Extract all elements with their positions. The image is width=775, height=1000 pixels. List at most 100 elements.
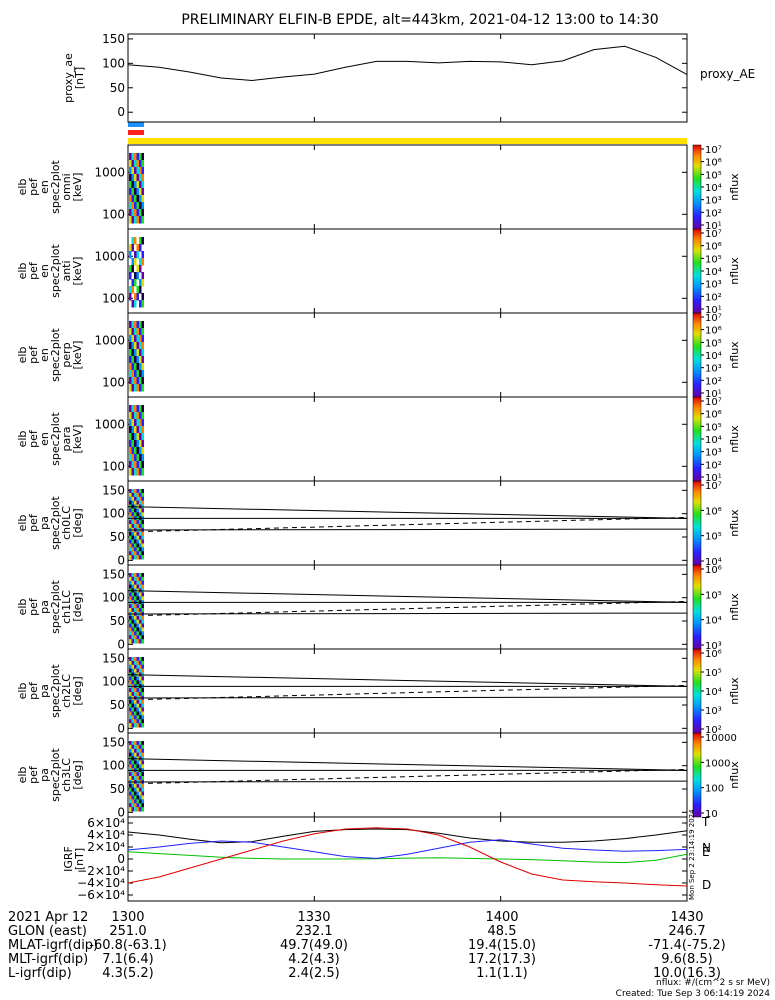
spectrogram-cell [139,454,142,462]
spectrogram-cell [141,454,144,462]
spectrogram-cell [141,279,144,287]
y-tick-label: 150 [102,735,125,749]
spectrogram-cell [139,447,142,455]
spectrogram-cell [134,596,137,601]
ephemeris-value: 2.4(2.5) [288,966,340,981]
spectrogram-cell [139,188,142,196]
spectrogram-cell [136,608,139,613]
y-tick-label: 100 [102,507,125,521]
spectrogram-cell [134,623,137,628]
colorbar-tick-label: 10⁶ [705,242,722,253]
spectrogram-cell [136,791,139,796]
y-axis-label: pef [27,765,40,784]
spectrogram-cell [131,524,134,529]
spectrogram-cell [139,719,142,724]
spectrogram-cell [134,795,137,800]
spectrogram-cell [129,604,132,609]
spectrogram-cell [136,627,139,632]
ephemeris-value: 251.0 [109,924,146,939]
spectrogram-cell [131,680,134,685]
spectrogram-cell [141,349,144,357]
colorbar-tick-label: 10⁷ [705,481,722,492]
y-tick-label: 50 [110,782,125,796]
y-tick-label: 0 [117,805,125,819]
spectrogram-cell [136,405,139,413]
spectrogram-cell [134,692,137,697]
spectrogram-cell [134,711,137,716]
spectrogram-cell [139,496,142,502]
spectrogram-cell [131,657,134,662]
spectrogram-cell [134,627,137,632]
spectrogram-cell [134,174,137,182]
spectrogram-cell [136,584,139,590]
colorbar-tick-label: 10⁴ [705,435,722,446]
spectrogram-cell [129,664,132,670]
colorbar-tick-label: 10⁴ [705,557,722,568]
spectrogram-cell [141,328,144,336]
spectrogram-cell [131,279,134,287]
spectrogram-cell [131,764,134,769]
spectrogram-cell [134,440,137,448]
y-axis-label: pef [27,597,40,616]
spectrogram-cell [139,676,142,681]
spectrogram-cell [141,623,144,628]
spectrogram-cell [136,660,139,666]
spectrogram-cell [131,608,134,613]
spectrogram-cell [129,623,132,628]
spectrogram-cell [129,555,132,560]
colorbar [692,396,702,482]
spectrogram-cell [134,272,137,280]
spectrogram-cell [139,631,142,636]
spectrogram-cell [134,699,137,705]
spectrogram-cell [131,300,134,308]
y-axis-label: [keV] [71,341,84,370]
spectrogram-cell [136,623,139,628]
spectrogram-cell [131,202,134,210]
spectrogram-cell [141,772,144,777]
spectrogram-cell [131,635,134,640]
colorbar-tick-label: 10³ [705,448,722,459]
spectrogram-cell [139,615,142,621]
spectrogram-cell [141,807,144,812]
spectrogram-cell [136,592,139,597]
spectrogram-cell [129,668,132,674]
spectrogram-cell [139,576,142,582]
spectrogram-cell [139,547,142,552]
y-axis-label: elb [16,263,29,280]
spectrogram-cell [136,272,139,280]
spectrogram-cell [129,799,132,804]
spectrogram-cell [129,772,132,777]
spectrogram-cell [129,596,132,601]
figure-title: PRELIMINARY ELFIN-B EPDE, alt=443km, 202… [181,12,658,28]
spectrogram-cell [136,668,139,674]
ephemeris-value: 1.1(1.1) [476,966,528,981]
spectrogram-cell [129,496,132,502]
y-axis-label: pef [27,177,40,196]
spectrogram-cell [129,576,132,582]
spectrogram-cell [134,321,137,329]
spectrogram-cell [136,202,139,210]
spectrogram-cell [131,216,134,224]
spectrogram-cell [139,664,142,670]
colorbar-tick-label: 10⁶ [705,506,722,517]
spectrogram-cell [139,237,142,245]
spectrogram-cell [131,454,134,462]
y-tick-label: 150 [102,483,125,497]
spectrogram-cell [141,723,144,728]
colorbar [692,144,702,230]
spectrogram-cell [139,405,142,413]
spectrogram-cell [139,500,142,506]
y-tick-label: −6×10⁴ [77,888,125,902]
spectrogram-cell [136,676,139,681]
spectrogram-cell [134,433,137,441]
spectrogram-cell [139,635,142,640]
spectrogram-cell [131,748,134,754]
spectrogram-cell [134,592,137,597]
spectrogram-cell [141,703,144,709]
status-bar-blue [128,122,144,127]
spectrogram-cell [134,799,137,804]
spectrogram-cell [129,412,132,420]
y-axis-label: pef [27,513,40,532]
colorbar-tick-label: 10¹ [705,221,722,232]
